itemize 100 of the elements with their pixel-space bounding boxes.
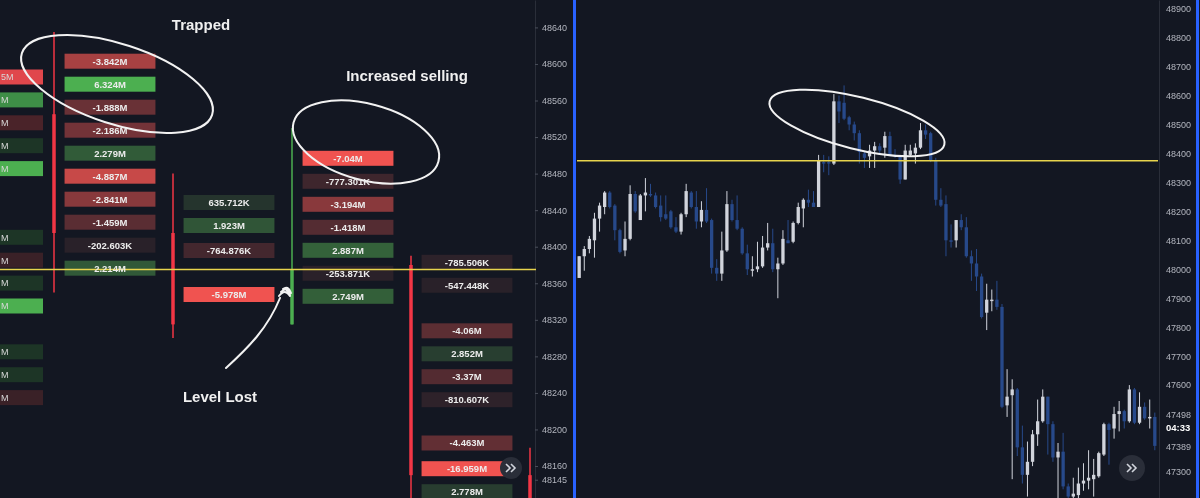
candlestick	[1010, 378, 1014, 480]
y-tick-label: 47800	[1166, 322, 1192, 333]
candlestick	[715, 258, 719, 282]
candlestick	[750, 255, 755, 278]
data-label: 635.712K	[208, 196, 250, 208]
data-label: 2.778M	[451, 486, 483, 498]
data-label: 2.852M	[451, 348, 483, 360]
y-tick-label: 48320	[542, 315, 568, 326]
candlestick	[918, 122, 923, 150]
annotation: M	[1, 95, 9, 106]
y-tick-label: 48520	[542, 132, 568, 143]
y-tick-label: 47300	[1166, 467, 1192, 478]
candlestick	[755, 241, 760, 273]
annotation: M	[1, 232, 9, 243]
y-tick-label: 48280	[542, 351, 568, 362]
y-tick-label: 48600	[542, 59, 568, 70]
y-tick-label: 48000	[1166, 264, 1192, 275]
data-label: -2.186M	[92, 124, 128, 136]
y-tick-label: 47498	[1166, 409, 1192, 420]
candlestick	[618, 228, 622, 254]
data-label: -4.463M	[449, 437, 485, 449]
y-tick-label: 48440	[542, 205, 568, 216]
candlestick	[1056, 442, 1060, 498]
candlestick	[674, 216, 678, 234]
candlestick	[827, 155, 831, 176]
data-label: -1.888M	[92, 101, 128, 113]
candlestick	[1081, 462, 1086, 492]
candlestick	[776, 257, 780, 299]
annotation: M	[1, 347, 9, 358]
candlestick	[872, 141, 877, 169]
annotation: Level Lost	[182, 388, 258, 405]
candlestick	[766, 222, 770, 251]
data-label: 1.923M	[213, 219, 245, 231]
data-label: 6.324M	[94, 78, 126, 90]
annotation: M	[1, 141, 9, 151]
y-tick-label: 48400	[1166, 148, 1192, 159]
candlestick	[1086, 449, 1091, 490]
data-label: -4.887M	[92, 170, 128, 182]
annotation: Increased selling	[346, 67, 468, 84]
candlestick	[1036, 399, 1040, 447]
candlestick	[985, 283, 989, 331]
y-tick-label: 48900	[1166, 4, 1192, 15]
candlestick	[745, 244, 749, 276]
data-label: -253.871K	[325, 267, 371, 279]
y-tick-label: 47900	[1166, 293, 1192, 304]
y-tick-label: 48640	[542, 22, 568, 33]
candlestick	[1025, 441, 1030, 498]
candlestick	[1112, 406, 1116, 440]
annotation: M	[1, 255, 9, 266]
candlestick	[883, 131, 887, 159]
candlestick	[679, 212, 683, 236]
candlestick	[888, 131, 892, 157]
data-label: -2.841M	[92, 193, 128, 205]
y-tick-label: 47700	[1166, 351, 1192, 362]
candlestick	[949, 223, 953, 249]
data-label: -810.607K	[444, 394, 490, 406]
data-label: -16.959M	[446, 463, 488, 475]
annotation: M	[1, 370, 9, 380]
annotation: M	[1, 392, 9, 403]
data-label: -785.506K	[444, 256, 490, 268]
candlestick	[1117, 400, 1121, 432]
candlestick	[528, 446, 532, 498]
y-tick-label: 48145	[542, 475, 568, 486]
candlestick	[1005, 368, 1009, 418]
data-label: -5.978M	[211, 288, 247, 300]
y-tick-label: 48700	[1166, 61, 1192, 72]
y-tick-label: 48240	[542, 388, 568, 399]
candlestick	[791, 220, 795, 244]
candlestick	[1071, 477, 1075, 498]
annotation: M	[1, 163, 9, 174]
candlestick	[577, 255, 581, 279]
y-tick-label: 48300	[1166, 177, 1192, 188]
data-label: -1.459M	[92, 216, 128, 228]
data-label: 2.887M	[332, 244, 364, 256]
candlestick	[954, 219, 958, 249]
y-tick-label: 48500	[1166, 119, 1192, 130]
annotation: 5M	[1, 72, 14, 83]
data-label: -764.876K	[206, 244, 252, 256]
candlestick	[664, 194, 668, 221]
candlestick	[1137, 391, 1142, 425]
candlestick	[720, 231, 724, 282]
candlestick	[974, 248, 979, 292]
data-label: -202.603K	[87, 239, 133, 251]
annotation: M	[1, 278, 9, 289]
data-label: -3.37M	[452, 371, 482, 383]
y-tick-label: 48360	[542, 278, 568, 289]
candlestick	[1107, 422, 1111, 466]
data-label: -7.04M	[333, 152, 363, 164]
data-label: -4.06M	[452, 325, 482, 337]
y-tick-label: 48560	[542, 95, 568, 106]
y-tick-label: 48480	[542, 168, 568, 179]
data-label: 2.279M	[94, 147, 126, 159]
annotation: M	[1, 118, 9, 129]
data-label: -547.448K	[444, 279, 490, 291]
text: 04:33	[1166, 422, 1191, 433]
data-label: -3.842M	[92, 55, 128, 67]
y-tick-label: 48160	[542, 461, 568, 472]
y-tick-label: 47389	[1166, 441, 1192, 452]
y-tick-label: 48200	[1166, 206, 1192, 217]
y-tick-label: 48600	[1166, 90, 1192, 101]
